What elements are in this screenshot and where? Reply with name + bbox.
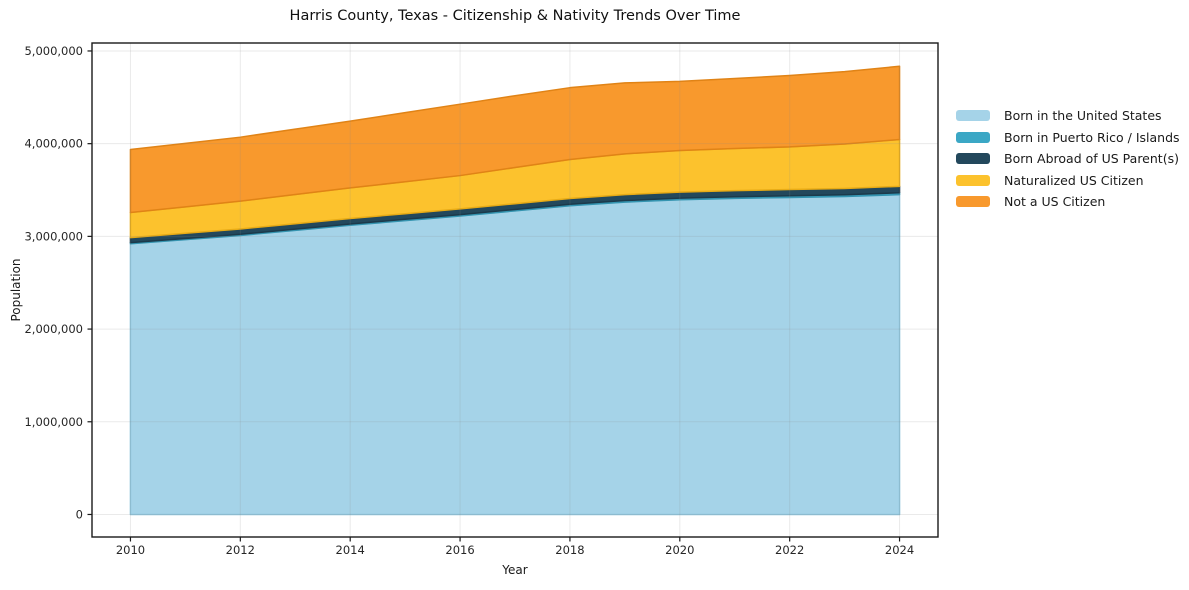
x-tick-label: 2016 [445, 543, 474, 557]
area-series-0 [129, 193, 901, 516]
legend-swatch-icon [956, 153, 990, 165]
y-tick-label: 2,000,000 [24, 322, 83, 336]
area-series-4 [129, 65, 901, 214]
legend-item: Naturalized US Citizen [956, 170, 1180, 192]
y-tick-label: 5,000,000 [24, 44, 83, 58]
legend-label: Born in the United States [1004, 108, 1162, 124]
legend-swatch-icon [956, 131, 990, 143]
x-axis-label: Year [502, 563, 528, 577]
legend-label: Not a US Citizen [1004, 194, 1106, 210]
legend-label: Naturalized US Citizen [1004, 172, 1144, 188]
x-tick-label: 2018 [555, 543, 584, 557]
legend-swatch-icon [956, 196, 990, 208]
chart-title: Harris County, Texas - Citizenship & Nat… [289, 8, 741, 24]
y-tick-label: 4,000,000 [24, 137, 83, 151]
x-tick-label: 2012 [226, 543, 255, 557]
x-tick-label: 2022 [775, 543, 804, 557]
legend-item: Born in Puerto Rico / Islands [956, 127, 1180, 149]
legend-swatch-icon [956, 174, 990, 186]
x-tick-label: 2010 [116, 543, 145, 557]
legend-item: Not a US Citizen [956, 191, 1180, 213]
x-tick-label: 2014 [336, 543, 365, 557]
plot-border [91, 42, 939, 538]
y-tick-label: 1,000,000 [24, 415, 83, 429]
x-tick-label: 2024 [885, 543, 914, 557]
legend-item: Born in the United States [956, 105, 1180, 127]
legend-label: Born Abroad of US Parent(s) [1004, 151, 1179, 167]
legend: Born in the United States Born in Puerto … [956, 105, 1180, 213]
legend-item: Born Abroad of US Parent(s) [956, 148, 1180, 170]
x-tick-label: 2020 [665, 543, 694, 557]
legend-swatch-icon [956, 110, 990, 122]
y-tick-label: 3,000,000 [24, 229, 83, 243]
y-tick-label: 0 [76, 507, 83, 521]
y-axis-label: Population [9, 258, 23, 322]
legend-label: Born in Puerto Rico / Islands [1004, 129, 1180, 145]
